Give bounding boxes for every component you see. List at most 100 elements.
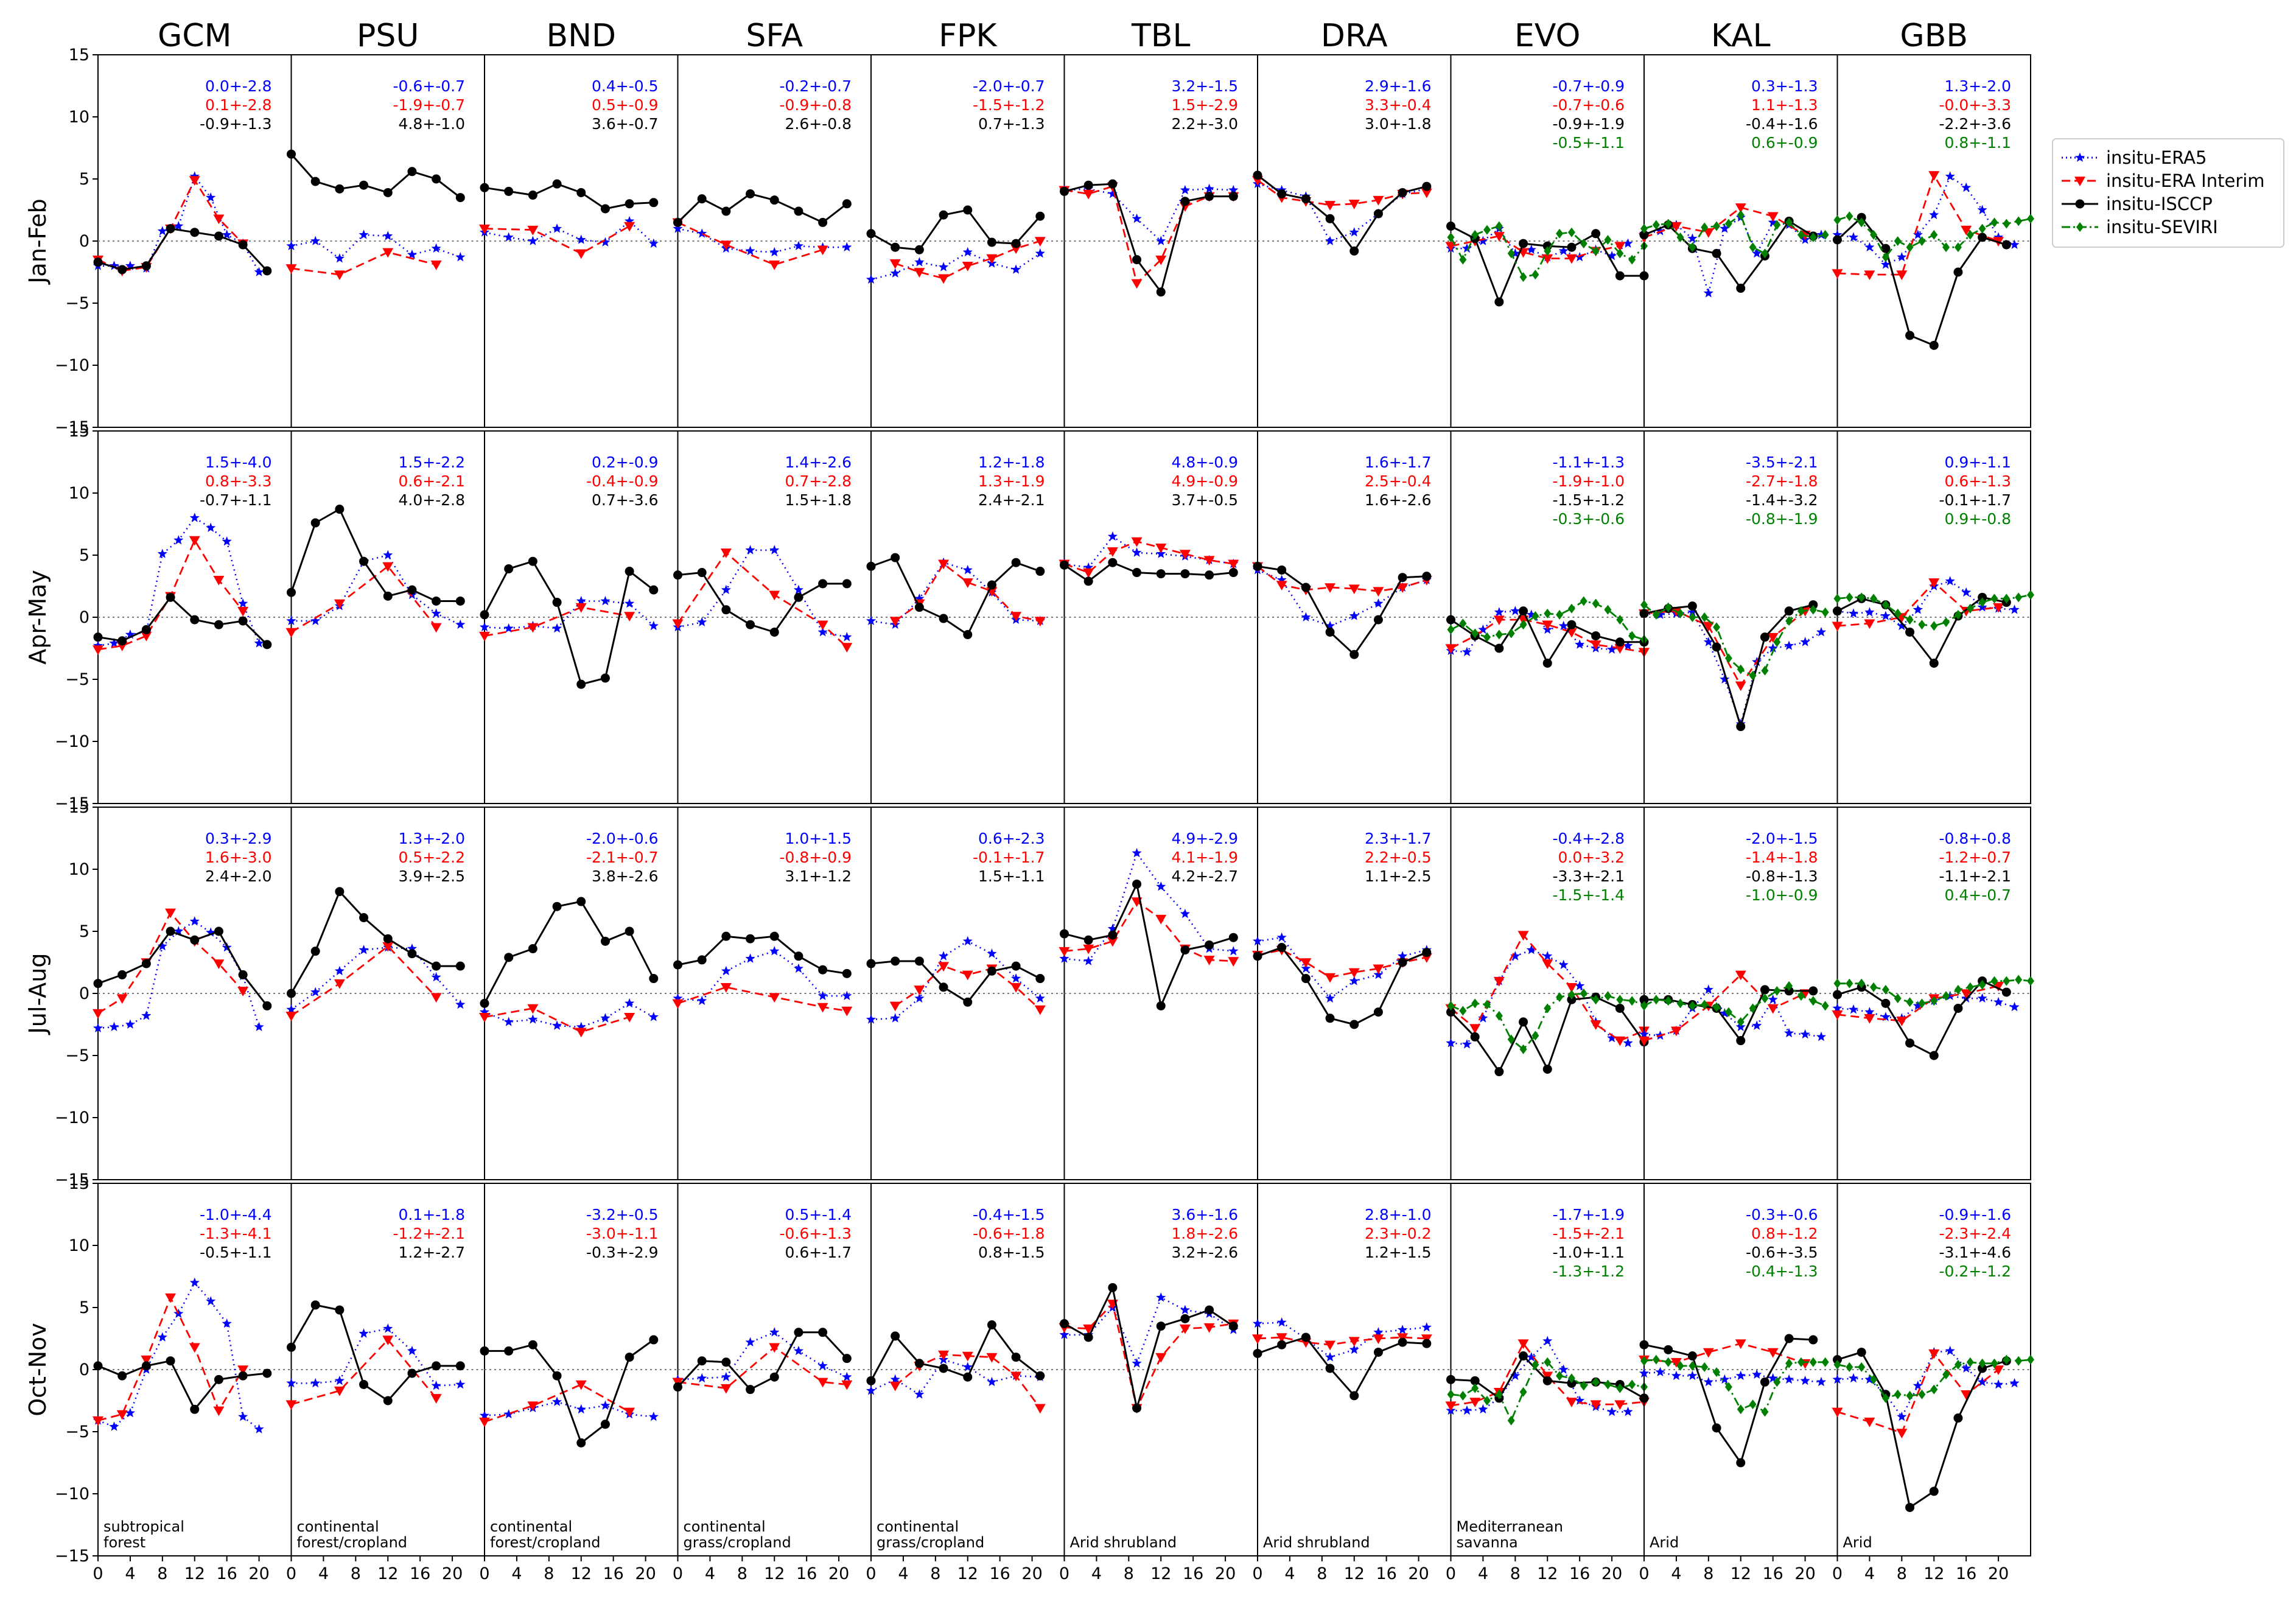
panel-apr-may-bnd: 0.2+-0.9-0.4+-0.90.7+-3.6 xyxy=(479,430,679,804)
data-point-era5 xyxy=(1059,953,1069,963)
series-line-era5 xyxy=(291,554,461,626)
data-point-seviri xyxy=(1544,1003,1552,1014)
stat-label: 1.1+-2.5 xyxy=(1365,867,1432,885)
y-tick-label: −10 xyxy=(55,1485,89,1504)
landcover-label: Arid xyxy=(1843,1534,1872,1551)
data-point-era5 xyxy=(1526,945,1536,954)
data-point-era5 xyxy=(431,608,441,618)
panel-jul-aug-evo: -0.4+-2.8 0.0+-3.2-3.3+-2.1-1.5+-1.4 xyxy=(1445,807,1650,1180)
data-point-seviri xyxy=(1567,1373,1575,1384)
data-point-erai xyxy=(1993,982,2004,992)
data-point-isccp xyxy=(721,206,731,216)
data-point-era5 xyxy=(310,987,321,996)
data-point-era5 xyxy=(1945,990,1955,1000)
data-point-seviri xyxy=(1785,981,1793,991)
legend-label-era5: insitu-ERA5 xyxy=(2106,147,2207,168)
data-point-era5 xyxy=(503,1409,514,1419)
data-point-erai xyxy=(165,1293,177,1303)
stat-label: 3.1+-1.2 xyxy=(785,867,852,885)
data-point-erai xyxy=(1614,1036,1626,1046)
stat-label: -0.5+-1.1 xyxy=(200,1244,272,1261)
x-tick-label: 12 xyxy=(957,1564,978,1583)
data-point-era5 xyxy=(842,1371,852,1382)
data-point-seviri xyxy=(1640,600,1648,610)
data-point-era5 xyxy=(503,232,514,242)
panel-apr-may-sfa: 1.4+-2.60.7+-2.81.5+-1.8 xyxy=(672,430,872,804)
data-point-isccp xyxy=(262,1001,272,1010)
data-point-erai xyxy=(624,1013,635,1023)
data-point-erai xyxy=(237,987,249,996)
data-point-isccp xyxy=(480,183,489,192)
stat-label: -1.5+-2.1 xyxy=(1552,1225,1625,1242)
data-point-era5 xyxy=(1059,1329,1069,1339)
data-point-era5 xyxy=(334,965,345,976)
data-point-era5 xyxy=(359,229,369,239)
stat-label: 0.8+-1.2 xyxy=(1751,1225,1818,1242)
data-point-era5 xyxy=(1816,627,1827,637)
data-point-seviri xyxy=(1519,620,1527,630)
data-point-seviri xyxy=(1978,223,1986,234)
data-point-era5 xyxy=(1156,548,1166,558)
data-point-era5 xyxy=(697,228,707,238)
x-tick-label: 4 xyxy=(318,1564,329,1583)
data-point-era5 xyxy=(1558,245,1569,256)
data-point-isccp xyxy=(1132,879,1142,889)
series-line-erai xyxy=(1837,174,1999,276)
series-line-seviri xyxy=(1643,214,1825,254)
data-point-erai xyxy=(1034,1005,1046,1015)
data-point-seviri xyxy=(1713,221,1721,231)
data-point-era5 xyxy=(1848,608,1858,618)
data-point-era5 xyxy=(1083,956,1094,965)
data-point-erai xyxy=(1325,583,1336,593)
x-tick-label: 16 xyxy=(1956,1564,1976,1583)
data-point-erai xyxy=(986,1353,998,1363)
data-point-erai xyxy=(841,643,853,653)
panel-apr-may-evo: -1.1+-1.3-1.9+-1.0-1.5+-1.2-0.3+-0.6 xyxy=(1445,430,1650,804)
stat-label: -0.4+-1.5 xyxy=(973,1206,1045,1224)
data-point-isccp xyxy=(963,1372,973,1382)
data-point-isccp xyxy=(1277,943,1287,953)
panel-oct-nov-kal: Arid -0.3+-0.60.8+-1.2 -0.6+-3.5-0.4+-1.3 xyxy=(1639,1183,1838,1556)
data-point-era5 xyxy=(625,598,635,608)
data-point-isccp xyxy=(141,261,151,271)
data-point-isccp xyxy=(1398,958,1407,967)
data-point-era5 xyxy=(1132,213,1142,223)
data-point-era5 xyxy=(1623,1038,1633,1048)
data-point-isccp xyxy=(842,968,852,978)
data-point-erai xyxy=(817,1003,828,1013)
data-point-erai xyxy=(285,1011,297,1021)
data-point-isccp xyxy=(842,1354,852,1364)
data-point-era5 xyxy=(1276,1317,1287,1327)
series-line-erai xyxy=(1837,1353,1999,1434)
x-tick-label: 8 xyxy=(544,1564,554,1583)
data-point-era5 xyxy=(1687,1370,1698,1381)
data-point-seviri xyxy=(1724,1382,1732,1392)
stat-label: 1.5+-1.1 xyxy=(978,867,1045,885)
data-point-isccp xyxy=(480,998,489,1008)
data-point-era5 xyxy=(1325,993,1335,1003)
data-point-isccp xyxy=(287,989,296,998)
data-point-era5 xyxy=(1800,1375,1810,1385)
stat-label: 0.7+-3.6 xyxy=(592,491,659,509)
data-point-isccp xyxy=(1108,930,1118,940)
data-point-seviri xyxy=(1567,990,1575,1000)
legend-frame xyxy=(2052,138,2284,248)
data-point-era5 xyxy=(1687,607,1698,617)
data-point-era5 xyxy=(987,948,997,958)
landcover-label: forest/cropland xyxy=(490,1534,601,1551)
data-point-seviri xyxy=(1676,998,1684,1009)
data-point-erai xyxy=(93,645,103,656)
data-point-era5 xyxy=(431,972,441,982)
landcover-label: forest/cropland xyxy=(297,1534,408,1551)
data-point-era5 xyxy=(479,621,490,632)
data-point-seviri xyxy=(1701,1000,1709,1010)
data-point-erai xyxy=(1010,1371,1022,1382)
data-point-seviri xyxy=(1519,1387,1527,1397)
x-tick-label: 8 xyxy=(1124,1564,1134,1583)
data-point-isccp xyxy=(310,1300,320,1310)
data-point-era5 xyxy=(1478,1013,1488,1023)
data-point-erai xyxy=(382,1336,394,1346)
data-point-isccp xyxy=(963,997,973,1007)
